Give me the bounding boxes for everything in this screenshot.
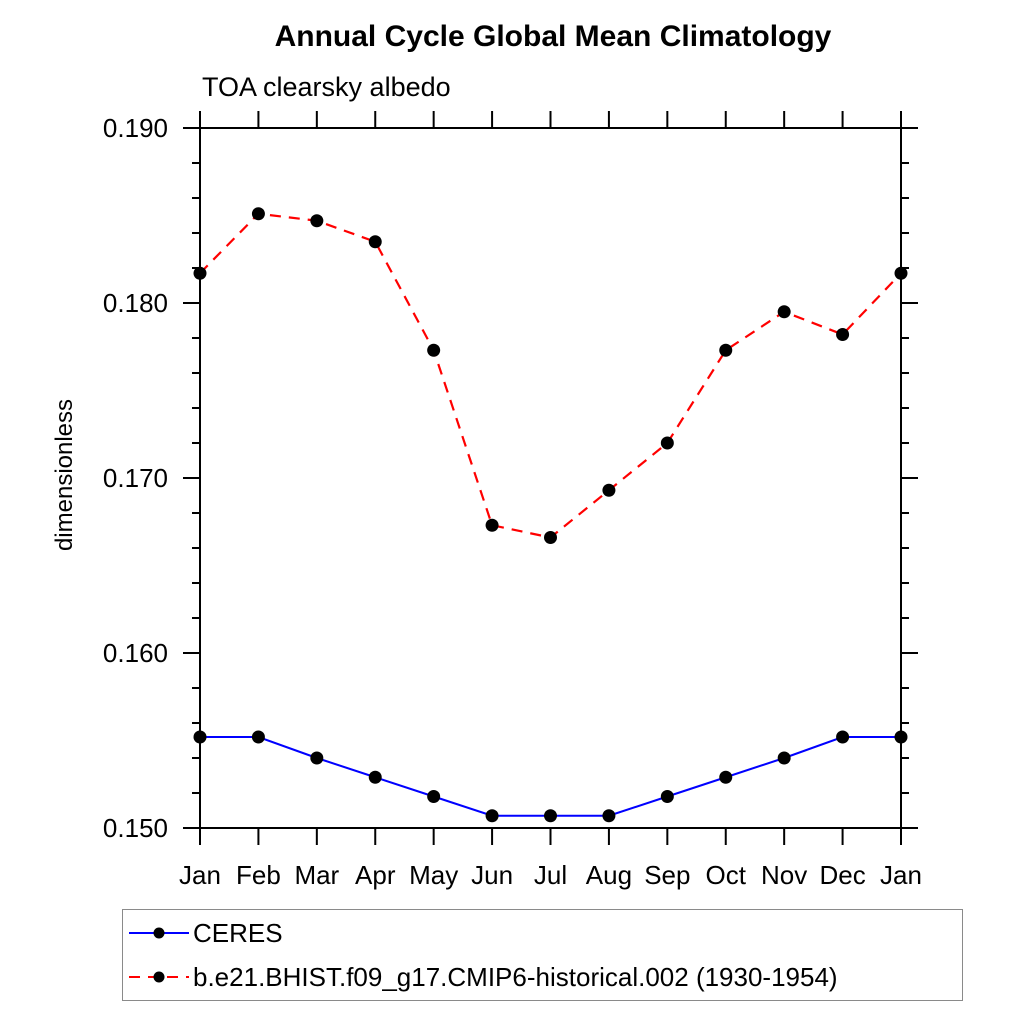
data-point-ceres (427, 790, 441, 803)
data-point-ceres (836, 730, 850, 744)
legend-marker-icon (153, 971, 165, 983)
data-point-model (368, 235, 382, 249)
data-point-ceres (485, 809, 499, 823)
x-tick-label: Mar (294, 860, 339, 890)
data-point-ceres (251, 730, 265, 744)
chart-subtitle: TOA clearsky albedo (202, 72, 451, 102)
legend-line-sample-model (129, 971, 189, 983)
x-tick-label: Jul (534, 860, 567, 890)
x-tick-label: Nov (761, 860, 807, 890)
data-point-model (310, 214, 324, 228)
data-point-ceres (777, 751, 791, 765)
series-line-model (199, 212, 902, 539)
y-tick-label: 0.160 (103, 638, 168, 668)
y-tick-label: 0.180 (103, 288, 168, 318)
data-point-model (894, 266, 908, 280)
legend-row-ceres: CERES (127, 911, 962, 955)
x-tick-label: Feb (236, 860, 281, 890)
x-tick-label: Jan (179, 860, 221, 890)
legend-label-model: b.e21.BHIST.f09_g17.CMIP6-historical.002… (193, 961, 838, 992)
x-tick-label: Jun (471, 860, 513, 890)
data-point-ceres (602, 809, 616, 823)
x-tick-label: Apr (355, 860, 396, 890)
data-point-ceres (310, 751, 324, 765)
x-tick-label: Sep (644, 860, 690, 890)
data-point-model (836, 328, 850, 341)
y-tick-label: 0.190 (103, 113, 168, 143)
legend-marker-icon (153, 927, 165, 939)
x-tick-label: May (409, 860, 458, 890)
data-point-model (777, 305, 791, 319)
data-point-model (485, 518, 499, 532)
data-point-ceres (193, 730, 207, 744)
x-tick-label: Dec (819, 860, 865, 890)
y-tick-label: 0.170 (103, 463, 168, 493)
legend-line-sample-ceres (129, 927, 189, 939)
series-line-ceres (200, 736, 901, 817)
legend-label-ceres: CERES (193, 917, 283, 948)
data-point-model (427, 343, 441, 357)
data-point-model (251, 207, 265, 221)
data-point-model (602, 483, 616, 497)
x-tick-label: Oct (706, 860, 747, 890)
data-point-model (719, 343, 733, 357)
x-tick-label: Jan (880, 860, 922, 890)
x-tick-label: Aug (586, 860, 632, 890)
data-point-ceres (894, 730, 908, 744)
data-point-ceres (544, 809, 557, 823)
data-point-ceres (719, 770, 733, 784)
data-point-ceres (368, 770, 382, 784)
legend: CERES b.e21.BHIST.f09_g17.CMIP6-historic… (122, 909, 963, 1001)
chart-title: Annual Cycle Global Mean Climatology (274, 20, 832, 53)
legend-row-model: b.e21.BHIST.f09_g17.CMIP6-historical.002… (127, 955, 962, 999)
data-point-model (193, 266, 207, 280)
data-point-model (660, 436, 674, 450)
data-point-model (544, 531, 557, 544)
data-point-ceres (660, 790, 674, 803)
y-tick-label: 0.150 (103, 813, 168, 843)
